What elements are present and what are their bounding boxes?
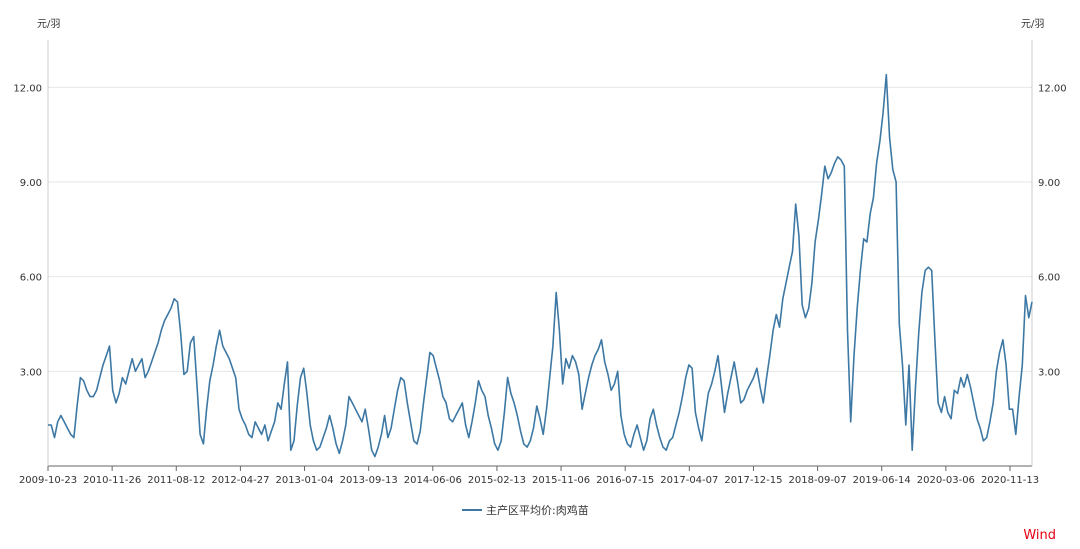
x-tick-label: 2020-11-13 <box>981 475 1039 486</box>
x-ticks: 2009-10-23 2010-11-26 2011-08-12 2012-04-27… <box>19 466 1039 486</box>
x-tick-label: 2014-06-06 <box>404 475 462 486</box>
series-group <box>48 73 1033 458</box>
x-tick-label: 2019-06-14 <box>853 475 911 486</box>
y-tick-label-right: 6.00 <box>1038 273 1060 284</box>
x-tick-label: 2011-08-12 <box>147 475 205 486</box>
y-ticks-right: 3.00 6.00 9.00 12.00 <box>1038 83 1067 378</box>
y-tick-label-right: 3.00 <box>1038 367 1060 378</box>
x-tick-label: 2017-04-07 <box>660 475 718 486</box>
legend-label: 主产区平均价:肉鸡苗 <box>486 503 589 517</box>
x-tick-label: 2009-10-23 <box>19 475 77 486</box>
series-line <box>48 73 1033 458</box>
y-unit-right: 元/羽 <box>1021 18 1044 30</box>
x-tick-label: 2012-04-27 <box>211 475 269 486</box>
y-tick-label-right: 9.00 <box>1038 178 1060 189</box>
x-tick-label: 2016-07-15 <box>596 475 654 486</box>
x-tick-label: 2015-11-06 <box>532 475 590 486</box>
y-tick-label-left: 6.00 <box>20 273 42 284</box>
y-tick-label-right: 12.00 <box>1038 83 1067 94</box>
y-tick-label-left: 9.00 <box>20 178 42 189</box>
grid-lines <box>48 86 1032 372</box>
x-tick-label: 2018-09-07 <box>789 475 847 486</box>
y-tick-label-left: 12.00 <box>13 83 42 94</box>
y-ticks-left: 3.00 6.00 9.00 12.00 <box>13 83 42 378</box>
x-tick-label: 2020-03-06 <box>917 475 975 486</box>
x-tick-label: 2013-09-13 <box>340 475 398 486</box>
x-tick-label: 2017-12-15 <box>724 475 782 486</box>
x-tick-label: 2015-02-13 <box>468 475 526 486</box>
x-tick-label: 2013-01-04 <box>275 475 333 486</box>
y-unit-left: 元/羽 <box>37 18 60 30</box>
y-tick-label-left: 3.00 <box>20 367 42 378</box>
wind-watermark: Wind <box>1023 528 1056 543</box>
legend[interactable]: 主产区平均价:肉鸡苗 <box>462 503 589 517</box>
x-tick-label: 2010-11-26 <box>83 475 141 486</box>
